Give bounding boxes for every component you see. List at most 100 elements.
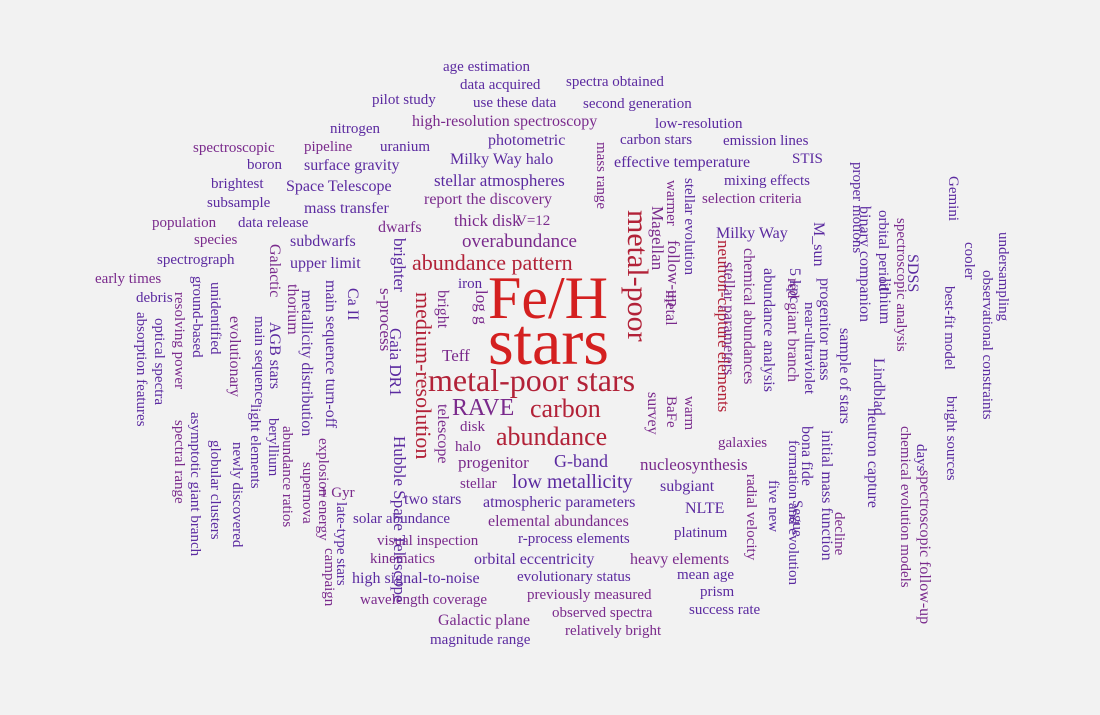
word-data-release: data release	[238, 215, 309, 231]
word-cooler: cooler	[961, 242, 977, 280]
word-stellar-atmospheres: stellar atmospheres	[434, 171, 565, 190]
word-telescope: telescope	[434, 404, 451, 464]
word-best-fit-model: best-fit model	[941, 286, 957, 370]
word-decline: decline	[831, 512, 847, 556]
word-radial-velocity: radial velocity	[743, 474, 759, 561]
word-iron: iron	[458, 276, 483, 292]
word-fe-h: Fe/H	[488, 265, 608, 331]
word-overabundance: overabundance	[462, 231, 577, 252]
word-m-sun: M_sun	[810, 222, 827, 267]
word-heavy-elements: heavy elements	[630, 551, 730, 568]
word-sdss: SDSS	[904, 254, 921, 293]
word-nlte: NLTE	[685, 500, 725, 517]
word-surface-gravity: surface gravity	[304, 157, 400, 174]
word-sample-of-stars: sample of stars	[836, 328, 853, 424]
word-low-metallicity: low metallicity	[512, 471, 633, 493]
word-stars: stars	[488, 306, 609, 379]
word-supernova: supernova	[299, 462, 315, 524]
word-solar-abundance: solar abundance	[353, 511, 451, 527]
word-low-resolution: low-resolution	[655, 116, 743, 132]
word-chemical-evolution-models: chemical evolution models	[897, 426, 913, 588]
word-explosion-energy: explosion energy	[315, 438, 331, 541]
word-bright-sources: bright sources	[943, 396, 959, 481]
word-nucleosynthesis: nucleosynthesis	[640, 455, 748, 474]
word-ca-ii: Ca II	[344, 288, 361, 321]
word-observational-constraints: observational constraints	[979, 270, 995, 420]
word-1-gyr: 1 Gyr	[320, 485, 355, 501]
word-stellar-parameters: stellar parameters	[720, 262, 737, 376]
word-visual-inspection: visual inspection	[377, 533, 479, 549]
word-boron: boron	[247, 157, 282, 173]
word-nitrogen: nitrogen	[330, 121, 380, 137]
word-disk: disk	[460, 419, 486, 435]
word-kinematics: kinematics	[370, 551, 435, 567]
word-r-process-elements: r-process elements	[518, 531, 630, 547]
word-species: species	[194, 232, 238, 248]
word-report-the-discovery: report the discovery	[424, 191, 552, 208]
word-teff: Teff	[442, 346, 470, 365]
word-evolutionary: evolutionary	[226, 316, 243, 397]
word-observed-spectra: observed spectra	[552, 605, 653, 621]
word-resolving-power: resolving power	[171, 292, 187, 390]
word-abundance-ratios: abundance ratios	[279, 426, 295, 528]
word-halo: halo	[455, 439, 481, 455]
word-globular-clusters: globular clusters	[207, 440, 223, 540]
word-emission-lines: emission lines	[723, 133, 809, 149]
word-relatively-bright: relatively bright	[565, 623, 662, 639]
word-progenitor-mass: progenitor mass	[816, 278, 833, 381]
word-main-sequence: main sequence	[251, 316, 267, 405]
word-data-acquired: data acquired	[460, 77, 541, 93]
word-space-telescope: Space Telescope	[286, 178, 392, 195]
word-campaign: campaign	[321, 548, 337, 607]
word-ground-based: ground-based	[189, 276, 205, 358]
word-mixing-effects: mixing effects	[724, 173, 810, 189]
word-brighter: brighter	[390, 238, 409, 292]
word-agb-stars: AGB stars	[266, 322, 283, 390]
word-metal: metal	[662, 290, 679, 326]
word-newly-discovered: newly discovered	[229, 442, 245, 548]
word-beryllium: beryllium	[265, 418, 281, 477]
word-use-these-data: use these data	[473, 95, 557, 111]
word-absorption-features: absorption features	[133, 312, 149, 427]
word-progenitor: progenitor	[458, 453, 529, 472]
word-lithium: lithium	[876, 278, 893, 325]
word-spectroscopic-follow-up: spectroscopic follow-up	[916, 470, 933, 625]
word-warm: warm	[681, 396, 697, 431]
word-stellar-evolution: stellar evolution	[681, 178, 697, 276]
word-carbon: carbon	[530, 394, 601, 423]
word-milky-way-halo: Milky Way halo	[450, 151, 554, 168]
word-evolutionary-status: evolutionary status	[517, 569, 631, 585]
word-success-rate: success rate	[689, 602, 761, 618]
word-stis: STIS	[792, 151, 823, 167]
word-brightest: brightest	[211, 176, 264, 192]
word-segue: Segue	[789, 500, 805, 537]
word-subgiant: subgiant	[660, 478, 715, 495]
word-dwarfs: dwarfs	[378, 219, 422, 236]
word-early-times: early times	[95, 271, 162, 287]
word-mean-age: mean age	[677, 567, 735, 583]
word-unidentified: unidentified	[207, 282, 223, 355]
word-near-ultraviolet: near-ultraviolet	[801, 302, 817, 395]
word-prism: prism	[700, 584, 735, 600]
word-magnitude-range: magnitude range	[430, 632, 531, 648]
word-abundance-pattern: abundance pattern	[412, 250, 573, 275]
word-spectral-range: spectral range	[171, 420, 187, 504]
word-previously-measured: previously measured	[527, 587, 652, 603]
word-second-generation: second generation	[583, 96, 692, 112]
word-stellar: stellar	[460, 476, 497, 492]
word-orbital-eccentricity: orbital eccentricity	[474, 551, 595, 568]
word-milky-way: Milky Way	[716, 225, 788, 242]
word-upper-limit: upper limit	[290, 255, 361, 272]
word-binary-companion: binary companion	[856, 206, 873, 322]
word-photometric: photometric	[488, 132, 566, 149]
word-five-new: five new	[765, 480, 781, 533]
word-abundance-analysis: abundance analysis	[760, 268, 777, 392]
word-subsample: subsample	[207, 195, 271, 211]
word-effective-temperature: effective temperature	[614, 154, 751, 171]
word-uranium: uranium	[380, 139, 430, 155]
word-v-12: V=12	[516, 213, 551, 229]
word-red-giant-branch: red giant branch	[784, 278, 801, 382]
word-spectrograph: spectrograph	[157, 252, 235, 268]
word-thorium: thorium	[284, 284, 301, 335]
